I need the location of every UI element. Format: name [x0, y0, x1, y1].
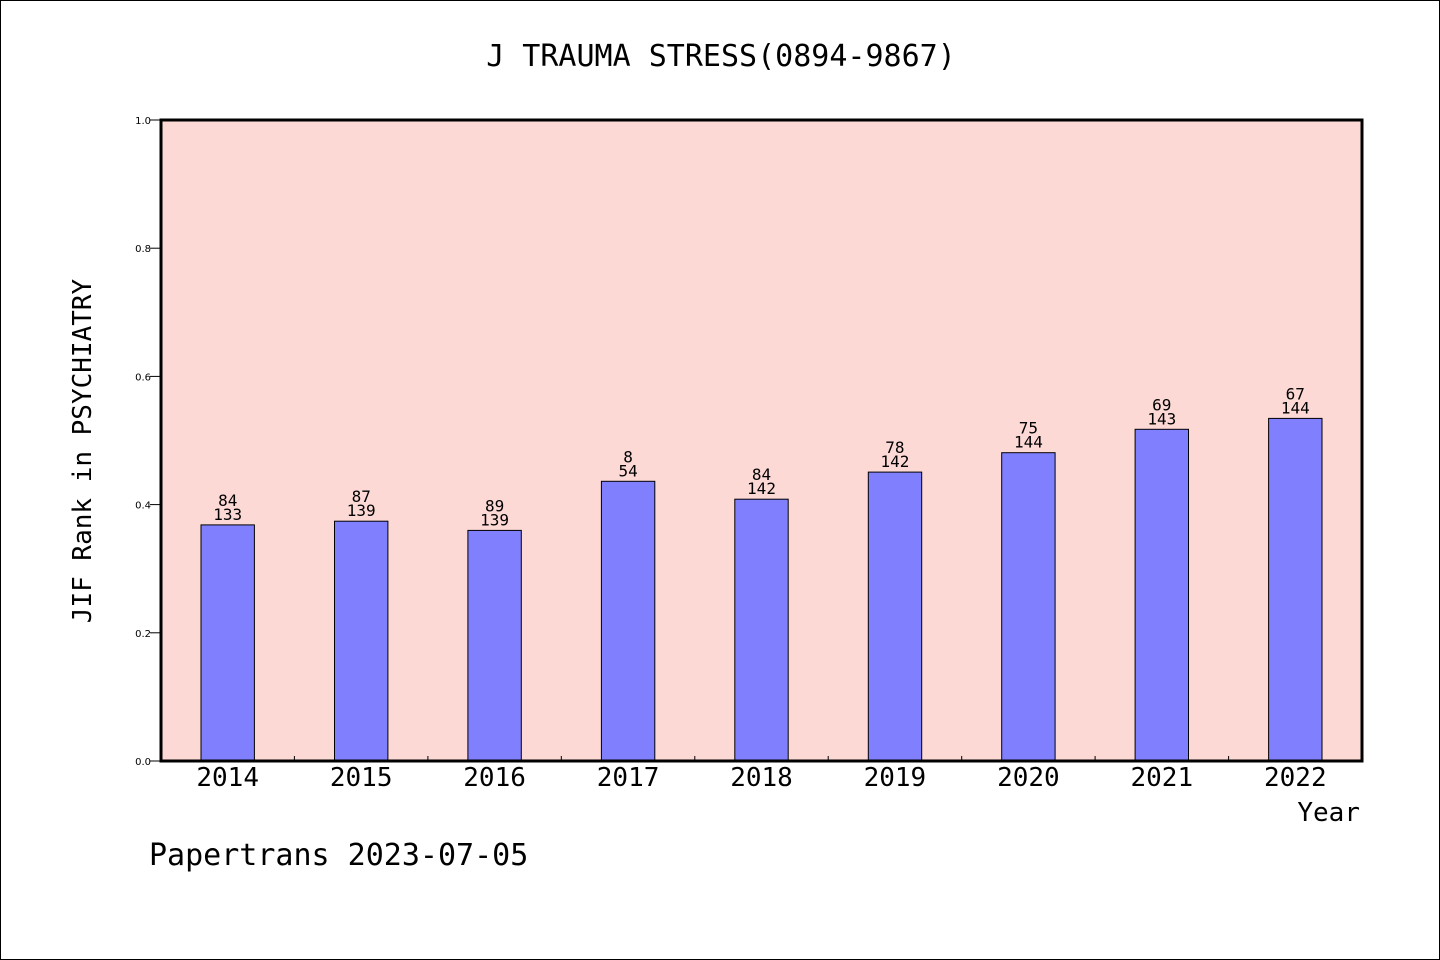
bar-2020: [1001, 452, 1056, 762]
y-tick-label-0.4: 0.4: [135, 501, 151, 512]
x-tick-label-2017: 2017: [597, 763, 660, 793]
y-axis: 0.0 0.2 0.4 0.6 0.8 1.0: [135, 116, 161, 768]
bar-label-rank-2020: 75: [1019, 419, 1038, 438]
x-tick-label-2020: 2020: [997, 763, 1060, 793]
bar-label-total-2019: 142: [880, 452, 909, 471]
bar-label-total-2014: 133: [213, 505, 242, 524]
bar-label-rank-2018: 84: [752, 465, 771, 484]
x-tick-label-2019: 2019: [864, 763, 927, 793]
y-axis-label: JIF Rank in PSYCHIATRY: [68, 278, 98, 623]
x-tick-label-2018: 2018: [730, 763, 793, 793]
footer-credit: Papertrans 2023-07-05: [149, 838, 528, 873]
bar-2019: [867, 471, 923, 762]
bar-label-total-2016: 139: [480, 510, 509, 529]
bar-label-total-2018: 142: [747, 479, 776, 498]
bar-label-rank-2016: 89: [485, 496, 504, 515]
bar-2017: [600, 480, 656, 762]
plot-border: [159, 118, 1364, 763]
y-tick-label-1.0: 1.0: [135, 116, 151, 127]
x-tick-label-2022: 2022: [1264, 763, 1327, 793]
y-tick-label-0.8: 0.8: [135, 244, 151, 255]
x-axis: 2014 2015 2016 2017 2018 2019 2020 2021 2022: [196, 756, 1327, 793]
bar-2022: [1268, 417, 1323, 762]
bar-label-rank-2015: 87: [352, 487, 371, 506]
bar-label-rank-2017: 8: [623, 447, 633, 466]
bar-label-rank-2021: 69: [1152, 395, 1171, 414]
x-tick-label-2021: 2021: [1130, 763, 1193, 793]
bar-2018: [734, 498, 789, 762]
bar-label-rank-2019: 78: [885, 438, 904, 457]
y-tick-label-0.0: 0.0: [135, 757, 151, 768]
bar-label-total-2015: 139: [347, 501, 376, 520]
bar-label-rank-2014: 84: [218, 491, 237, 510]
chart-title: J TRAUMA STRESS(0894-9867): [486, 39, 956, 74]
bar-2014: [200, 524, 255, 762]
bar-2021: [1134, 428, 1189, 762]
bar-2016: [467, 529, 522, 762]
bar-label-total-2020: 144: [1014, 433, 1043, 452]
bar-label-total-2017: 54: [618, 461, 637, 480]
y-tick-label-0.6: 0.6: [135, 372, 151, 383]
x-axis-label: Year: [1297, 798, 1360, 828]
x-tick-label-2015: 2015: [330, 763, 393, 793]
bar-label-rank-2022: 67: [1286, 384, 1305, 403]
bar-label-total-2022: 144: [1281, 398, 1310, 417]
x-tick-label-2016: 2016: [463, 763, 526, 793]
y-tick-label-0.2: 0.2: [135, 629, 151, 640]
bars-layer: [200, 417, 1323, 762]
x-tick-label-2014: 2014: [196, 763, 259, 793]
bar-2015: [334, 520, 389, 762]
bar-label-total-2021: 143: [1147, 409, 1176, 428]
